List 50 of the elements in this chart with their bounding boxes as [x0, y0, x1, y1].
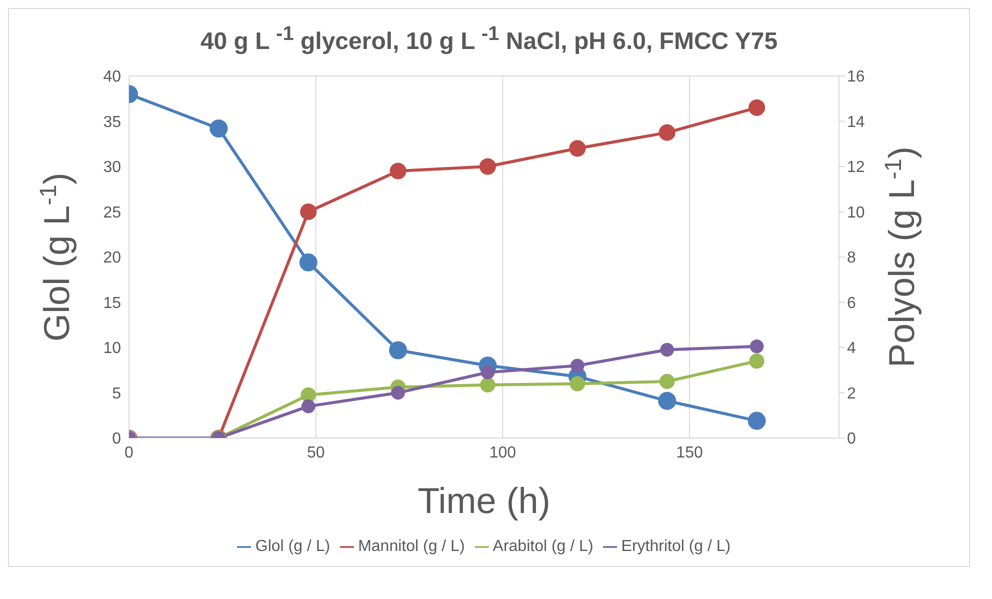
x-axis-title: Time (h): [418, 480, 550, 521]
y2-tick-label: 12: [847, 159, 865, 176]
point: [569, 140, 586, 157]
y2-tick-label: 14: [847, 114, 865, 131]
y-tick-label: 25: [103, 204, 122, 222]
legend-label: Mannitol (g / L): [358, 538, 465, 555]
y-tick-label: 20: [103, 250, 122, 267]
point: [658, 392, 676, 410]
y-tick-label: 30: [103, 159, 122, 176]
x-tick-label: 100: [489, 444, 516, 462]
y2-tick-label: 10: [847, 204, 865, 222]
y2-tick-label: 0: [847, 430, 856, 448]
point: [389, 341, 408, 360]
point: [390, 162, 406, 180]
x-tick-label: 150: [676, 444, 703, 462]
y2-tick-label: 2: [847, 385, 856, 402]
point: [299, 253, 318, 272]
y2-tick-label: 6: [847, 294, 856, 312]
point: [750, 339, 764, 354]
point: [300, 203, 317, 220]
y2-tick-label: 8: [847, 250, 856, 267]
y-tick-label: 10: [103, 340, 122, 358]
chart-title: 40 g L $^{-1}$ glycerol, 10 g L $^{-1}$ NaCl, pH 6.0, FMCC Y75: [199, 22, 779, 56]
point: [570, 376, 586, 392]
point: [748, 412, 766, 430]
point: [479, 158, 496, 175]
point: [749, 353, 764, 369]
y-tick-label: 40: [103, 68, 122, 86]
y2-tick-label: 16: [847, 68, 865, 86]
x-tick-label: 0: [124, 444, 134, 462]
point: [660, 374, 675, 390]
point: [658, 124, 676, 141]
y-tick-label: 35: [103, 114, 122, 131]
point: [660, 342, 674, 357]
legend-label: Arabitol (g / L): [492, 538, 594, 555]
y-tick-label: 5: [112, 385, 122, 402]
point: [480, 365, 495, 380]
legend-label: Erythritol (g / L): [621, 538, 731, 555]
point: [301, 399, 316, 414]
x-tick-label: 50: [306, 444, 325, 462]
point: [391, 386, 405, 400]
point: [748, 99, 766, 116]
y2-tick-label: 4: [847, 340, 856, 358]
point: [300, 387, 316, 403]
y-tick-label: 0: [112, 430, 122, 448]
point: [480, 377, 496, 392]
point: [570, 358, 584, 372]
point: [210, 119, 228, 138]
legend-label: Glol (g / L): [255, 538, 330, 555]
y-tick-label: 15: [103, 294, 122, 312]
